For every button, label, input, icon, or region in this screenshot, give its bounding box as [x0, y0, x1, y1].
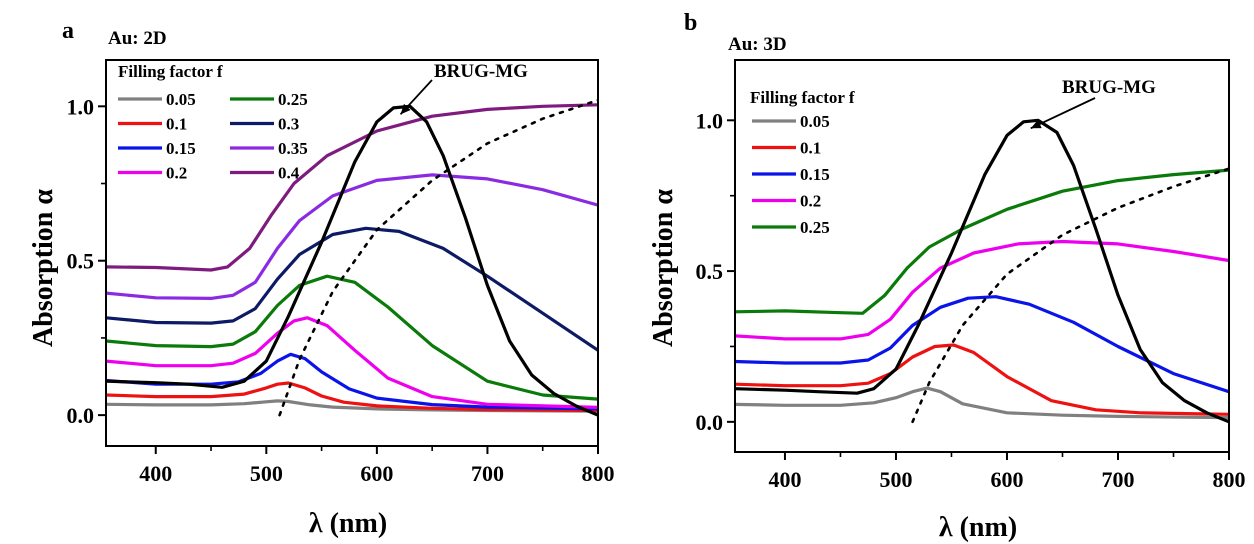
annotation-arrow-head	[400, 103, 411, 115]
y-tick-label: 0.5	[67, 249, 95, 274]
x-tick-label: 800	[582, 461, 615, 486]
annotation-arrow-head	[1030, 119, 1042, 129]
panel-b-series-group	[735, 118, 1229, 424]
legend-label-f-0.05: 0.05	[800, 112, 830, 131]
x-tick-label: 600	[990, 467, 1023, 492]
legend-label-f-0.1: 0.1	[800, 139, 821, 158]
series-line-f-0.1	[106, 381, 598, 413]
legend-label-f-0.05: 0.05	[166, 90, 196, 109]
panel-b-axes-frame	[734, 59, 1230, 453]
legend-label-f-0.25: 0.25	[800, 218, 830, 237]
panel-b-legend-title: Filling factor f	[750, 88, 855, 107]
series-line-f-0.4	[106, 103, 598, 272]
panel-b-xlabel: λ (nm)	[939, 512, 1017, 543]
series-line-brug-mg	[106, 104, 598, 417]
dotted-trend-line	[278, 98, 598, 417]
annotation-arrow-line	[1030, 97, 1096, 130]
series-line-brug-mg	[735, 118, 1229, 424]
series-line-f-0.2	[106, 316, 598, 409]
x-tick-label: 700	[1101, 467, 1134, 492]
panel-a: a Au: 2D λ (nm) Absorption α 400 500 600 70…	[28, 18, 615, 539]
panel-b-title: Au: 3D	[728, 34, 787, 55]
y-tick-label: 1.0	[696, 108, 724, 133]
y-tick-label: 0.0	[696, 410, 724, 435]
dotted-trend-line	[911, 167, 1229, 424]
series-line-f-0.35	[106, 173, 598, 300]
x-tick-label: 400	[139, 461, 172, 486]
panel-b-letter: b	[684, 10, 697, 36]
x-tick-label: 500	[879, 467, 912, 492]
x-tick-label: 500	[250, 461, 283, 486]
y-tick-label: 0.5	[696, 259, 724, 284]
panel-b-annotations: BRUG-MG	[1030, 77, 1156, 130]
series-line-f-0.2	[735, 239, 1229, 341]
series-line-f-0.1	[735, 343, 1229, 416]
panel-a-ylabel: Absorption α	[28, 189, 59, 347]
panel-b-annotation-brug-mg: BRUG-MG	[1062, 77, 1156, 98]
panel-b-ylabel: Absorption α	[648, 189, 679, 347]
panel-a-legend: Filling factor f 0.05 0.1 0.15 0.2 0.25 0.3 0.…	[118, 62, 308, 183]
series-line-f-0.3	[106, 226, 598, 352]
x-tick-label: 800	[1213, 467, 1246, 492]
legend-label-f-0.15: 0.15	[800, 165, 830, 184]
panel-a-annotations: BRUG-MG	[399, 61, 528, 115]
legend-label-f-0.35: 0.35	[278, 139, 308, 158]
y-tick-label: 1.0	[67, 94, 95, 119]
x-tick-label: 400	[768, 467, 801, 492]
panel-b-legend: Filling factor f 0.05 0.1 0.15 0.2 0.25	[750, 88, 855, 237]
panel-a-axes-frame	[105, 59, 599, 447]
panel-a-xlabel: λ (nm)	[309, 508, 387, 539]
legend-label-f-0.15: 0.15	[166, 139, 196, 158]
series-line-f-0.15	[106, 352, 598, 411]
series-line-f-0.05	[735, 386, 1229, 420]
panel-b-plot: 400 500 600 700 800 0.0 0.5 1.0	[696, 59, 1246, 492]
legend-label-f-0.1: 0.1	[166, 115, 187, 134]
series-line-f-0.15	[735, 295, 1229, 394]
legend-label-f-0.3: 0.3	[278, 115, 299, 134]
panel-a-annotation-brug-mg: BRUG-MG	[434, 61, 528, 82]
series-line-f-0.25	[735, 168, 1229, 315]
panel-a-letter: a	[62, 18, 74, 44]
panel-a-title: Au: 2D	[108, 28, 167, 49]
panel-a-legend-title: Filling factor f	[118, 62, 223, 81]
legend-label-f-0.2: 0.2	[800, 192, 821, 211]
panel-a-series-group	[106, 98, 598, 417]
panel-a-plot: 400 500 600 700 800 0.0 0.5 1.0	[67, 59, 615, 486]
legend-label-f-0.4: 0.4	[278, 164, 300, 183]
legend-label-f-0.25: 0.25	[278, 90, 308, 109]
y-tick-label: 0.0	[67, 403, 95, 428]
legend-label-f-0.2: 0.2	[166, 164, 187, 183]
x-tick-label: 600	[360, 461, 393, 486]
series-line-f-0.25	[106, 274, 598, 401]
panel-b: b Au: 3D λ (nm) Absorption α 400 500 600 70…	[648, 10, 1246, 543]
x-tick-label: 700	[471, 461, 504, 486]
